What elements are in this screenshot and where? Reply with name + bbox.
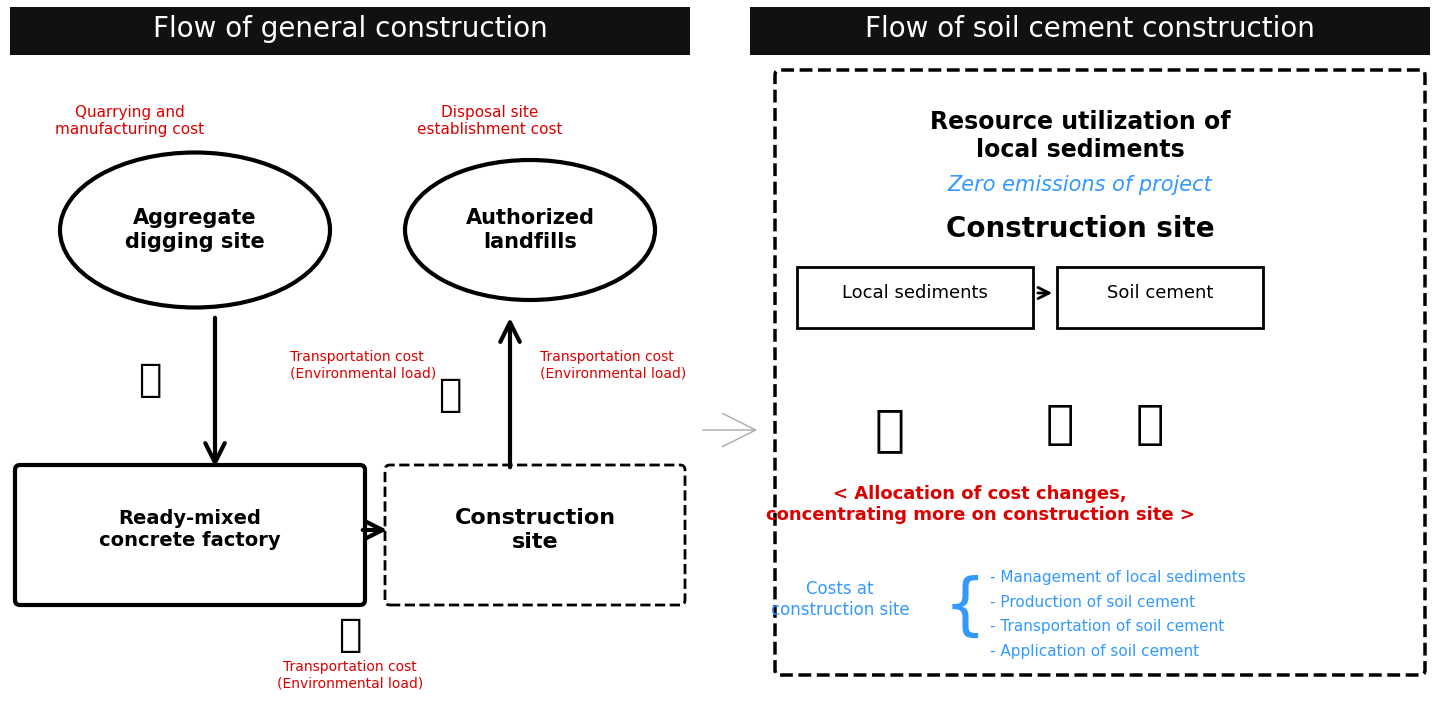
Text: Disposal site
establishment cost: Disposal site establishment cost bbox=[418, 105, 563, 138]
FancyBboxPatch shape bbox=[775, 70, 1426, 675]
Text: Transportation cost
(Environmental load): Transportation cost (Environmental load) bbox=[289, 350, 436, 380]
Text: Construction site: Construction site bbox=[946, 215, 1214, 243]
Text: Soil cement: Soil cement bbox=[1107, 284, 1212, 302]
Text: Transportation cost
(Environmental load): Transportation cost (Environmental load) bbox=[540, 350, 687, 380]
Text: - Management of local sediments
- Production of soil cement
- Transportation of : - Management of local sediments - Produc… bbox=[991, 570, 1246, 659]
Text: 🚛: 🚛 bbox=[338, 616, 361, 654]
Text: Aggregate
digging site: Aggregate digging site bbox=[125, 209, 265, 252]
Text: Authorized
landfills: Authorized landfills bbox=[465, 209, 595, 252]
Text: < Allocation of cost changes,
concentrating more on construction site >: < Allocation of cost changes, concentrat… bbox=[766, 485, 1194, 523]
Text: 🚜: 🚜 bbox=[876, 406, 904, 454]
Text: 🚚: 🚚 bbox=[138, 361, 161, 399]
Text: Resource utilization of
local sediments: Resource utilization of local sediments bbox=[930, 110, 1230, 161]
Text: Quarrying and
manufacturing cost: Quarrying and manufacturing cost bbox=[55, 105, 204, 138]
Text: Flow of general construction: Flow of general construction bbox=[153, 15, 547, 43]
Text: Flow of soil cement construction: Flow of soil cement construction bbox=[865, 15, 1315, 43]
Text: Costs at
construction site: Costs at construction site bbox=[770, 580, 909, 619]
Text: Zero emissions of project: Zero emissions of project bbox=[948, 175, 1212, 195]
Text: 👷: 👷 bbox=[1045, 403, 1074, 447]
Text: {: { bbox=[943, 575, 986, 641]
Text: 🚚: 🚚 bbox=[438, 376, 462, 414]
Text: Transportation cost
(Environmental load): Transportation cost (Environmental load) bbox=[276, 660, 423, 690]
FancyBboxPatch shape bbox=[14, 465, 364, 605]
FancyBboxPatch shape bbox=[796, 267, 1032, 328]
Text: Ready-mixed
concrete factory: Ready-mixed concrete factory bbox=[99, 510, 281, 550]
Text: 👷: 👷 bbox=[1136, 403, 1164, 447]
Text: Local sediments: Local sediments bbox=[842, 284, 988, 302]
FancyBboxPatch shape bbox=[384, 465, 685, 605]
Ellipse shape bbox=[60, 153, 330, 308]
FancyBboxPatch shape bbox=[1057, 267, 1263, 328]
FancyBboxPatch shape bbox=[750, 7, 1430, 55]
FancyBboxPatch shape bbox=[10, 7, 690, 55]
Ellipse shape bbox=[405, 160, 655, 300]
FancyArrowPatch shape bbox=[703, 413, 756, 447]
Text: Construction
site: Construction site bbox=[455, 508, 615, 552]
